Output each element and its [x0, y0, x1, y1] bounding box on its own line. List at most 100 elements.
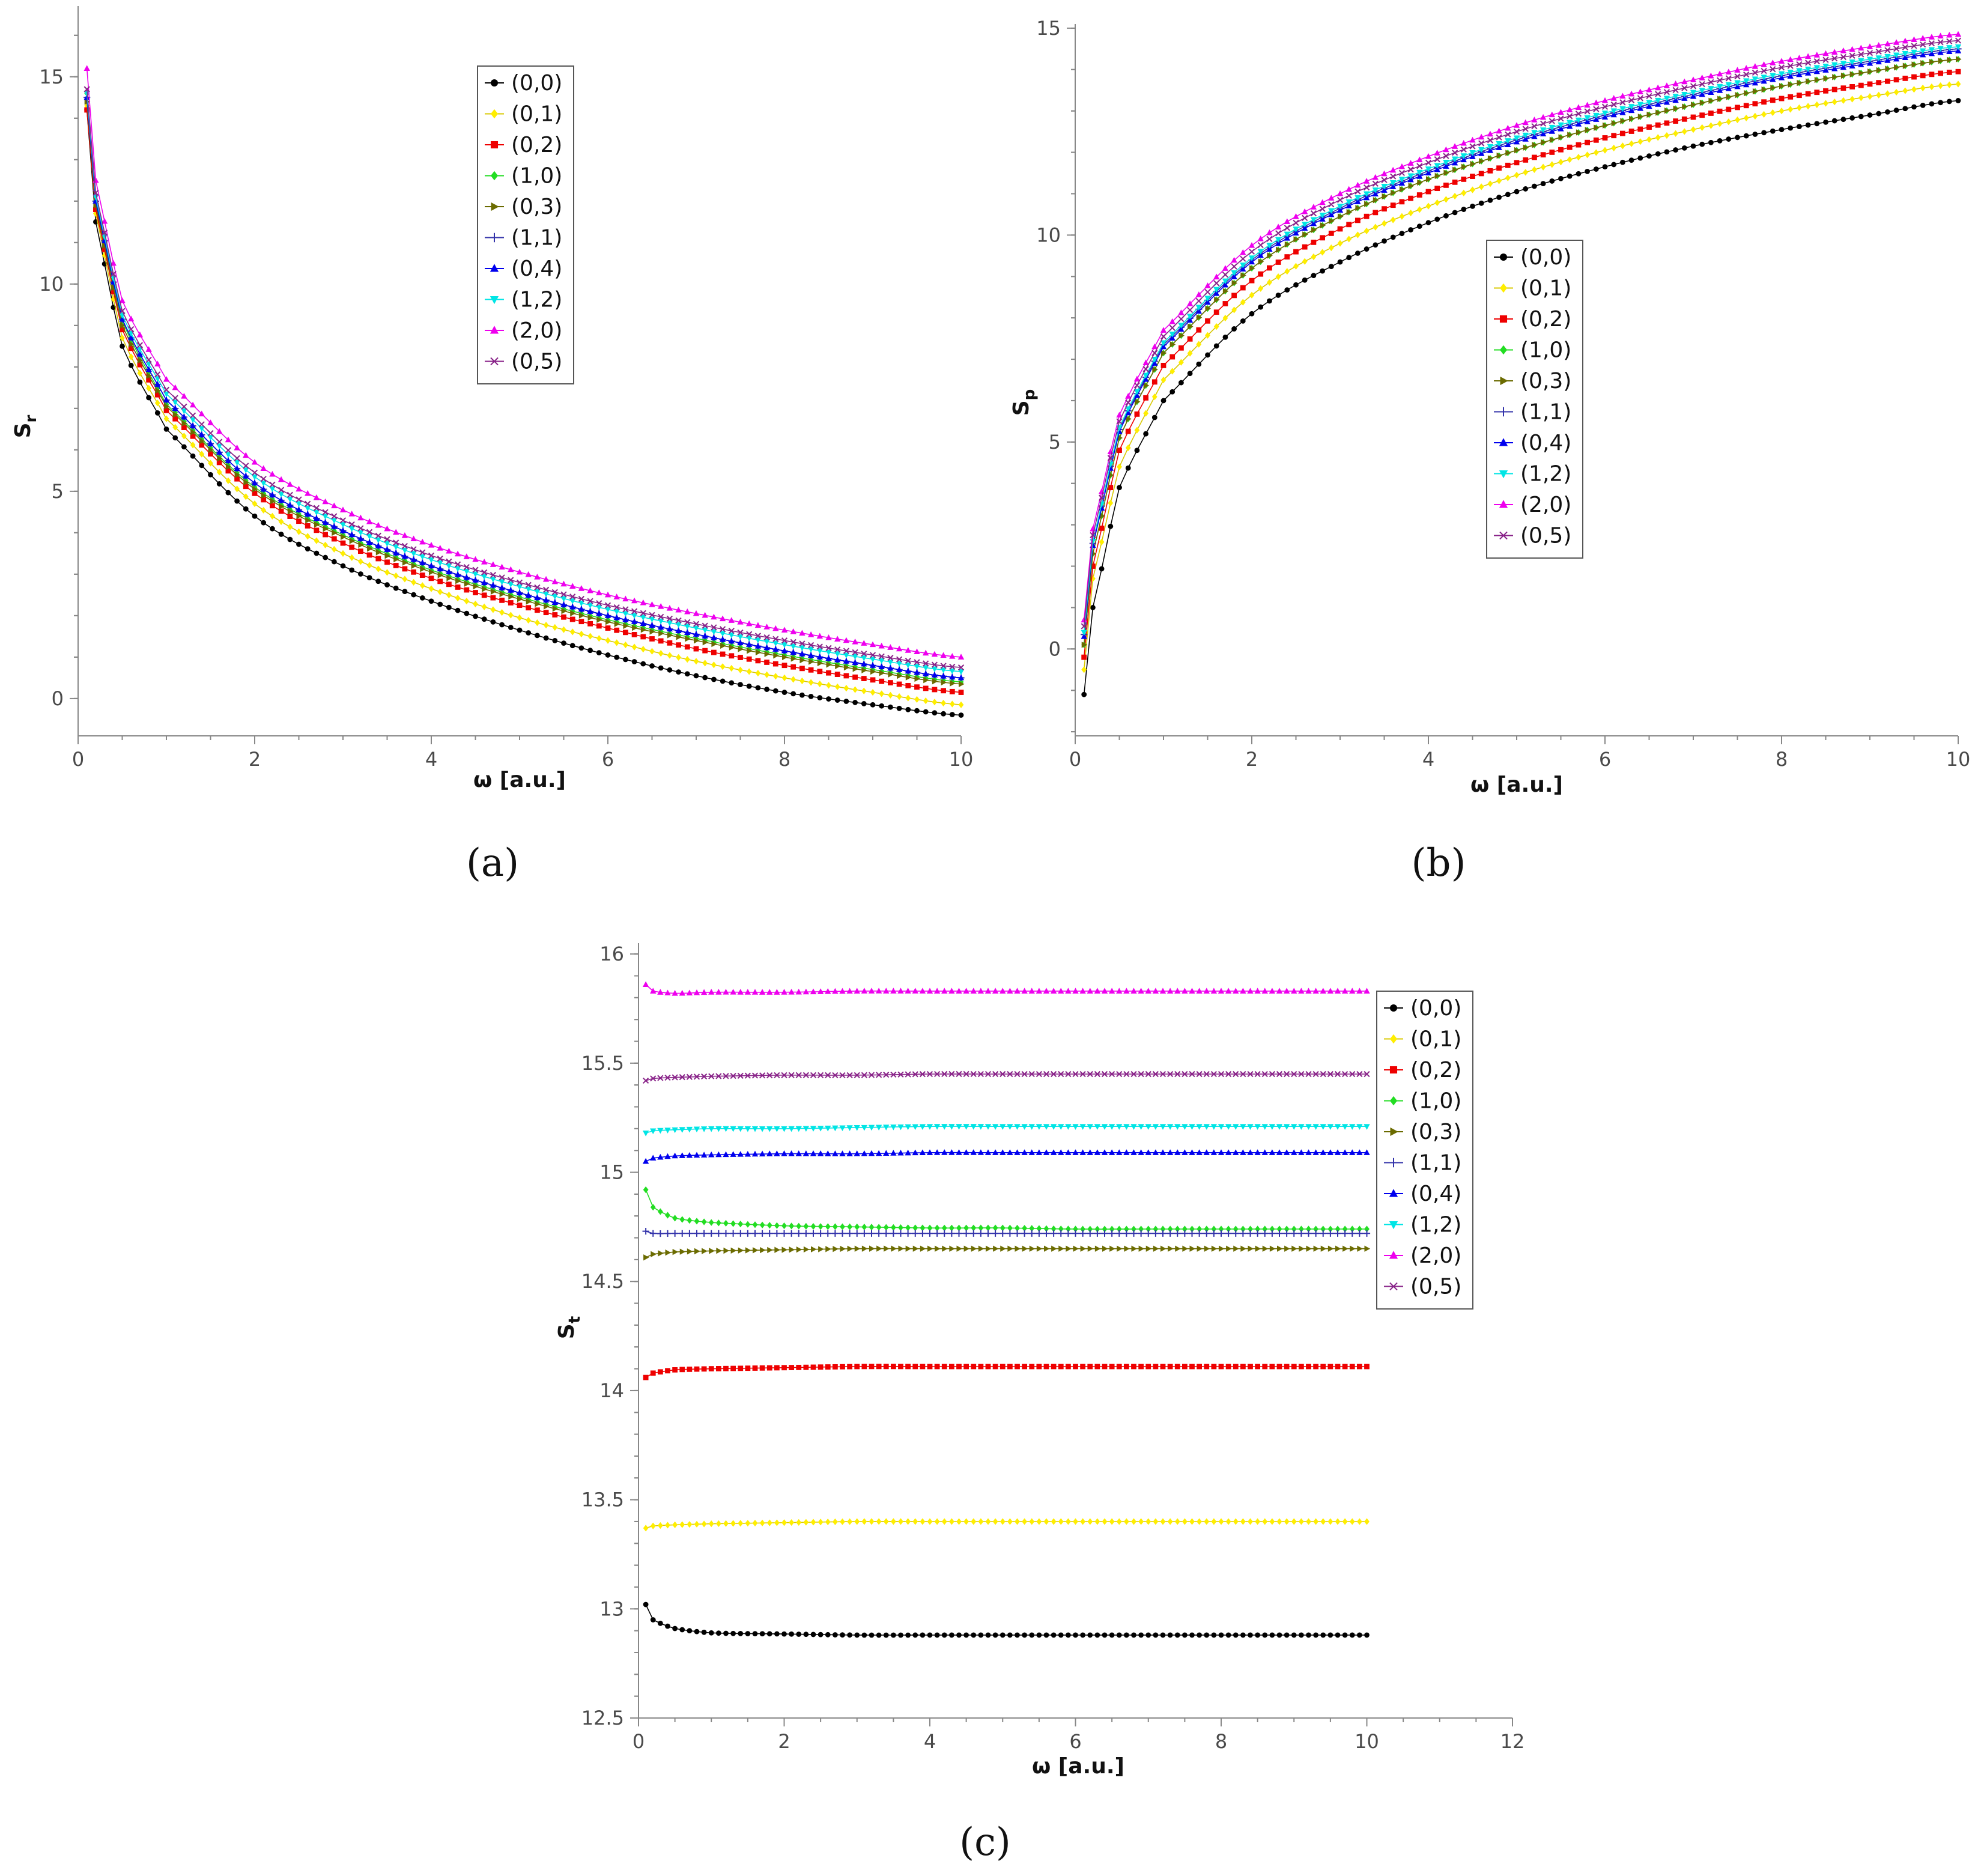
panel-a-series-point [738, 655, 743, 660]
panel-c-series-point [753, 1247, 759, 1254]
panel-c-series-point [978, 1364, 984, 1370]
panel-a-series-point [923, 685, 929, 691]
panel-c-series-point [861, 1072, 867, 1078]
panel-b-series-point [1178, 326, 1185, 332]
panel-a-series-point [781, 690, 787, 695]
panel-b-series-point [1133, 392, 1141, 398]
panel-b-series-point [1478, 140, 1485, 147]
panel-c-series-point [1101, 1124, 1108, 1130]
panel-a-series-point [632, 624, 638, 631]
panel-a-series-point [843, 648, 850, 654]
panel-b-series-point [1628, 107, 1635, 114]
panel-a-series-point [428, 585, 434, 592]
panel-a-series-point [287, 508, 294, 515]
panel-b-series-point [1831, 65, 1838, 71]
panel-c-series-point [825, 1246, 831, 1252]
panel-c-series-point [1036, 1070, 1042, 1078]
panel-c-series-point [759, 1631, 765, 1637]
panel-a-series-point [252, 486, 258, 493]
panel-a-series-point [781, 674, 787, 681]
panel-b-series-point [1098, 494, 1105, 501]
panel-a-series-point [446, 581, 452, 587]
panel-a-series-point [887, 664, 894, 671]
panel-a-legend-marker [490, 171, 499, 181]
panel-a-series-point [861, 687, 867, 694]
panel-b-series-point [1637, 88, 1643, 95]
panel-c-series-point [926, 1230, 933, 1237]
panel-c-series-point [789, 1246, 795, 1253]
panel-a-series-point [888, 704, 893, 710]
panel-b-series-point [1611, 133, 1617, 139]
panel-a-series-point [552, 612, 558, 618]
panel-b-series-point [1902, 87, 1908, 94]
panel-a-x-tick-label: 8 [778, 748, 790, 771]
panel-b-series-point [1398, 177, 1406, 183]
panel-c-series-point [780, 1230, 788, 1237]
panel-c-series-point [1269, 1225, 1275, 1233]
panel-c-series-point [715, 1126, 722, 1132]
panel-b-series-point [1893, 46, 1900, 52]
panel-b-series-point [1187, 350, 1193, 357]
panel-a-series-point [763, 624, 770, 630]
panel-b-series-point [1955, 68, 1961, 74]
panel-c-series-point [1189, 1149, 1195, 1155]
panel-b-series-point [1160, 327, 1167, 333]
panel-a-series-point [763, 639, 770, 645]
panel-c-series-point [869, 1632, 875, 1638]
panel-c-series-point [715, 989, 722, 995]
panel-b-series-point [1381, 183, 1388, 190]
panel-a-series-point [499, 579, 505, 585]
panel-a-series-point [870, 677, 876, 683]
panel-b-series-point [1593, 116, 1600, 122]
panel-c-series-point [825, 1364, 831, 1370]
panel-b-series-point [1108, 499, 1114, 506]
panel-b-series-point [1866, 50, 1873, 56]
panel-a-series-point [181, 425, 187, 430]
panel-a-series-point [411, 592, 416, 598]
panel-b-series-point [1460, 146, 1467, 153]
panel-b-series-line [1083, 40, 1959, 627]
panel-c-series-point [751, 1126, 759, 1132]
panel-a-series-point [578, 612, 585, 619]
panel-a-series-point [499, 563, 505, 570]
panel-c-series-point [970, 1124, 977, 1130]
panel-b-series-point [1920, 51, 1926, 58]
panel-b-series-point [1320, 222, 1326, 229]
panel-a-series-point [719, 626, 726, 633]
panel-a-series-point [270, 496, 275, 503]
panel-b-series-point [1876, 80, 1882, 85]
panel-b-series-point [1699, 88, 1705, 94]
panel-b-series-point [1602, 135, 1608, 141]
panel-c-series-point [723, 1520, 729, 1527]
panel-b-series-point [1523, 186, 1529, 192]
panel-a-series-point [136, 331, 144, 338]
panel-b-series-point [1408, 195, 1413, 201]
panel-c-series-point [840, 1223, 845, 1230]
panel-a-series-point [746, 656, 752, 662]
panel-c-series-point [1014, 988, 1021, 994]
panel-a-series-point [216, 469, 222, 476]
panel-a-series-point [287, 523, 293, 530]
panel-c-series-point [715, 1230, 722, 1237]
panel-b-series-point [1513, 135, 1520, 142]
panel-b-series-point [1310, 217, 1317, 223]
panel-c-series-point [1255, 1518, 1261, 1525]
panel-b-series-point [1937, 32, 1944, 38]
panel-c-series-point [657, 989, 664, 995]
panel-c-series-point [1006, 1230, 1013, 1237]
panel-c-series-point [810, 988, 817, 995]
panel-a-series-point [163, 426, 169, 432]
panel-b-series-point [1956, 56, 1962, 62]
panel-b-legend-label: (0,5) [1520, 524, 1571, 548]
panel-b-series-point [1514, 189, 1520, 195]
panel-b-series-point [1770, 84, 1776, 91]
panel-c-series-point [745, 1520, 751, 1527]
panel-c-series-point [1000, 1632, 1006, 1638]
panel-b-series-point [1345, 202, 1352, 208]
panel-c-series-point [774, 1126, 780, 1132]
panel-a-series-point [490, 572, 497, 578]
panel-b-series-point [1134, 398, 1141, 405]
panel-a-series-point [366, 552, 372, 558]
panel-c-series-point [869, 1245, 875, 1252]
